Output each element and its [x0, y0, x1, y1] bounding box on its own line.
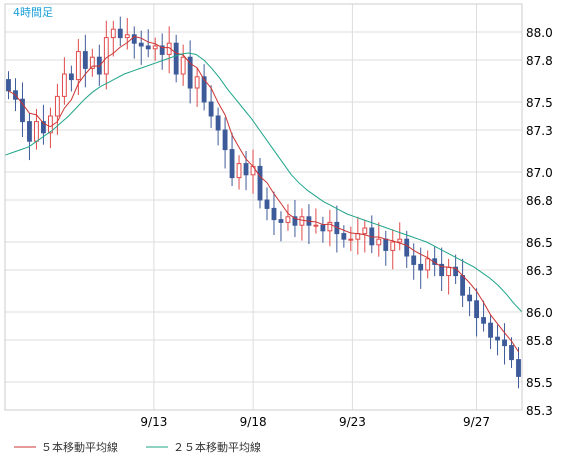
- candle-body: [27, 121, 32, 142]
- candle-body: [159, 45, 165, 55]
- candle-body: [117, 28, 123, 39]
- candle-body: [390, 241, 396, 251]
- candle-body: [145, 45, 151, 50]
- y-tick-label: 86.0: [526, 306, 553, 320]
- ma25-line: [4, 52, 523, 313]
- y-tick-label: 87.3: [526, 124, 553, 138]
- candle-body: [460, 275, 466, 296]
- candle-body: [348, 238, 354, 241]
- candle-body: [34, 121, 39, 142]
- x-tick-label: 9/27: [463, 415, 490, 429]
- candle-body: [411, 255, 417, 265]
- x-tick-label: 9/13: [140, 415, 167, 429]
- candle-body: [173, 42, 179, 75]
- candle-body: [481, 317, 486, 324]
- candles: [6, 16, 521, 389]
- y-tick-label: 85.5: [526, 376, 553, 390]
- candle-body: [264, 199, 270, 209]
- candle-body: [152, 45, 158, 50]
- y-tick-label: 88.0: [526, 26, 553, 40]
- candle-body: [243, 163, 249, 176]
- candle-body: [446, 266, 452, 277]
- x-tick-label: 9/23: [339, 415, 366, 429]
- y-tick-label: 87.0: [526, 166, 553, 180]
- candle-body: [509, 345, 514, 361]
- timeframe-label: 4時間足: [13, 6, 53, 19]
- candle-body: [229, 149, 235, 179]
- y-tick-label: 86.3: [526, 264, 553, 278]
- candle-body: [397, 238, 403, 243]
- candle-body: [292, 216, 298, 226]
- candle-body: [439, 263, 445, 277]
- y-tick-label: 87.5: [526, 96, 553, 110]
- candle-body: [299, 216, 305, 226]
- candle-body: [313, 224, 319, 227]
- candle-body: [61, 73, 67, 97]
- candle-body: [222, 129, 228, 151]
- candle-body: [320, 224, 326, 232]
- candle-body: [110, 28, 116, 39]
- candle-body: [131, 34, 137, 44]
- candle-body: [54, 95, 60, 117]
- y-tick-label: 85.8: [526, 334, 553, 348]
- candle-body: [187, 56, 193, 89]
- candle-body: [68, 73, 74, 81]
- candle-body: [383, 238, 389, 251]
- candle-body: [6, 79, 11, 92]
- legend-ma25-label: ２５本移動平均線: [173, 440, 261, 454]
- candle-body: [257, 165, 263, 201]
- candle-body: [362, 227, 368, 235]
- candle-body: [516, 359, 521, 377]
- candle-body: [208, 101, 214, 117]
- candle-body: [236, 163, 242, 179]
- moving-average-lines: [4, 35, 523, 353]
- candle-body: [425, 258, 431, 271]
- candle-body: [124, 34, 130, 39]
- y-tick-label: 86.5: [526, 236, 553, 250]
- y-tick-label: 87.8: [526, 54, 553, 68]
- y-tick-label: 85.3: [526, 404, 553, 418]
- candle-body: [75, 51, 81, 81]
- candle-body: [41, 121, 46, 134]
- candle-body: [355, 233, 361, 240]
- plot-border: [4, 3, 523, 411]
- candle-body: [194, 76, 200, 89]
- candle-body: [271, 207, 277, 221]
- candle-body: [180, 56, 186, 75]
- candle-body: [404, 238, 410, 257]
- candle-body: [89, 56, 95, 69]
- candle-body: [376, 238, 382, 246]
- candle-body: [453, 266, 459, 277]
- candle-body: [20, 98, 25, 123]
- candle-body: [467, 294, 473, 302]
- candle-body: [103, 37, 109, 75]
- candle-body: [502, 339, 507, 347]
- candle-body: [341, 233, 347, 240]
- candle-body: [418, 263, 424, 271]
- legend-ma5-label: ５本移動平均線: [41, 440, 118, 454]
- candle-body: [474, 300, 480, 319]
- candle-body: [278, 219, 284, 223]
- candle-body: [495, 336, 500, 341]
- y-tick-label: 86.8: [526, 194, 553, 208]
- candle-body: [138, 42, 144, 47]
- candle-body: [82, 51, 88, 69]
- candle-body: [327, 221, 333, 232]
- candle-body: [488, 322, 493, 338]
- candle-body: [285, 216, 291, 223]
- candle-body: [47, 115, 53, 134]
- legend: ５本移動平均線 ２５本移動平均線: [14, 440, 261, 454]
- candle-body: [201, 76, 207, 103]
- ma5-line: [8, 35, 519, 353]
- x-tick-label: 9/18: [240, 415, 267, 429]
- candle-body: [215, 115, 221, 131]
- axes: 88.0 87.8 87.5 87.3 87.0 86.8 86.5 86.3 86.0 85.8…: [4, 3, 553, 429]
